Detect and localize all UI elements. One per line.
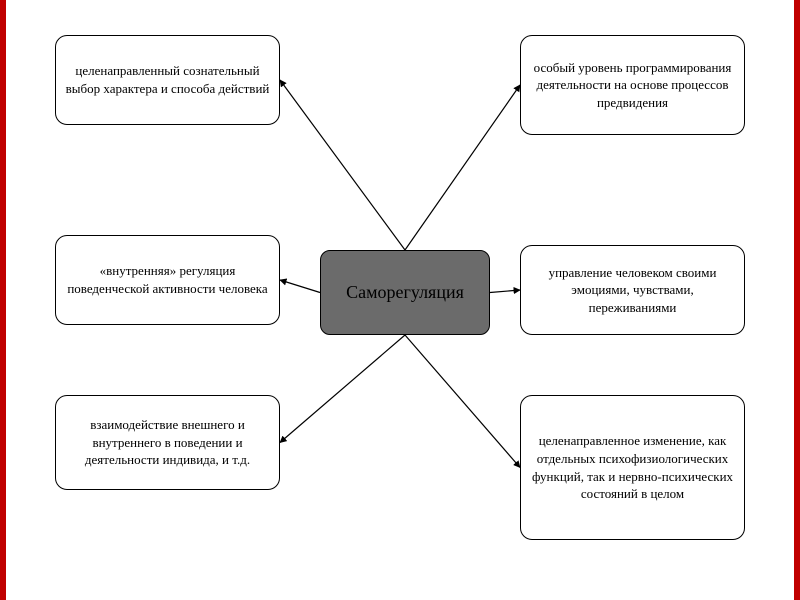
leaf-node-5-label: взаимодействие внешнего и внутреннего в … bbox=[64, 416, 271, 469]
center-node: Саморегуляция bbox=[320, 250, 490, 335]
leaf-node-4-label: управление человеком своими эмоциями, чу… bbox=[529, 264, 736, 317]
leaf-node-4: управление человеком своими эмоциями, чу… bbox=[520, 245, 745, 335]
leaf-node-3-label: «внутренняя» регуляция поведенческой акт… bbox=[64, 262, 271, 297]
edge-center-n3 bbox=[280, 280, 320, 293]
diagram-stage: Саморегуляция целенаправленный сознатель… bbox=[0, 0, 800, 600]
leaf-node-6: целенаправленное изменение, как отдельны… bbox=[520, 395, 745, 540]
edge-center-n1 bbox=[280, 80, 405, 250]
leaf-node-2: особый уровень программирования деятельн… bbox=[520, 35, 745, 135]
leaf-node-6-label: целенаправленное изменение, как отдельны… bbox=[529, 432, 736, 502]
leaf-node-1: целенаправленный сознательный выбор хара… bbox=[55, 35, 280, 125]
edge-center-n4 bbox=[490, 290, 520, 293]
edge-center-n5 bbox=[280, 335, 405, 443]
center-node-label: Саморегуляция bbox=[346, 280, 464, 304]
accent-bar-right bbox=[794, 0, 800, 600]
edge-center-n2 bbox=[405, 85, 520, 250]
edge-center-n6 bbox=[405, 335, 520, 468]
leaf-node-2-label: особый уровень программирования деятельн… bbox=[529, 59, 736, 112]
leaf-node-1-label: целенаправленный сознательный выбор хара… bbox=[64, 62, 271, 97]
leaf-node-3: «внутренняя» регуляция поведенческой акт… bbox=[55, 235, 280, 325]
accent-bar-left bbox=[0, 0, 6, 600]
leaf-node-5: взаимодействие внешнего и внутреннего в … bbox=[55, 395, 280, 490]
